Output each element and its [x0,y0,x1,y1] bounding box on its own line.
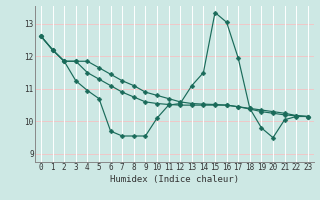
X-axis label: Humidex (Indice chaleur): Humidex (Indice chaleur) [110,175,239,184]
